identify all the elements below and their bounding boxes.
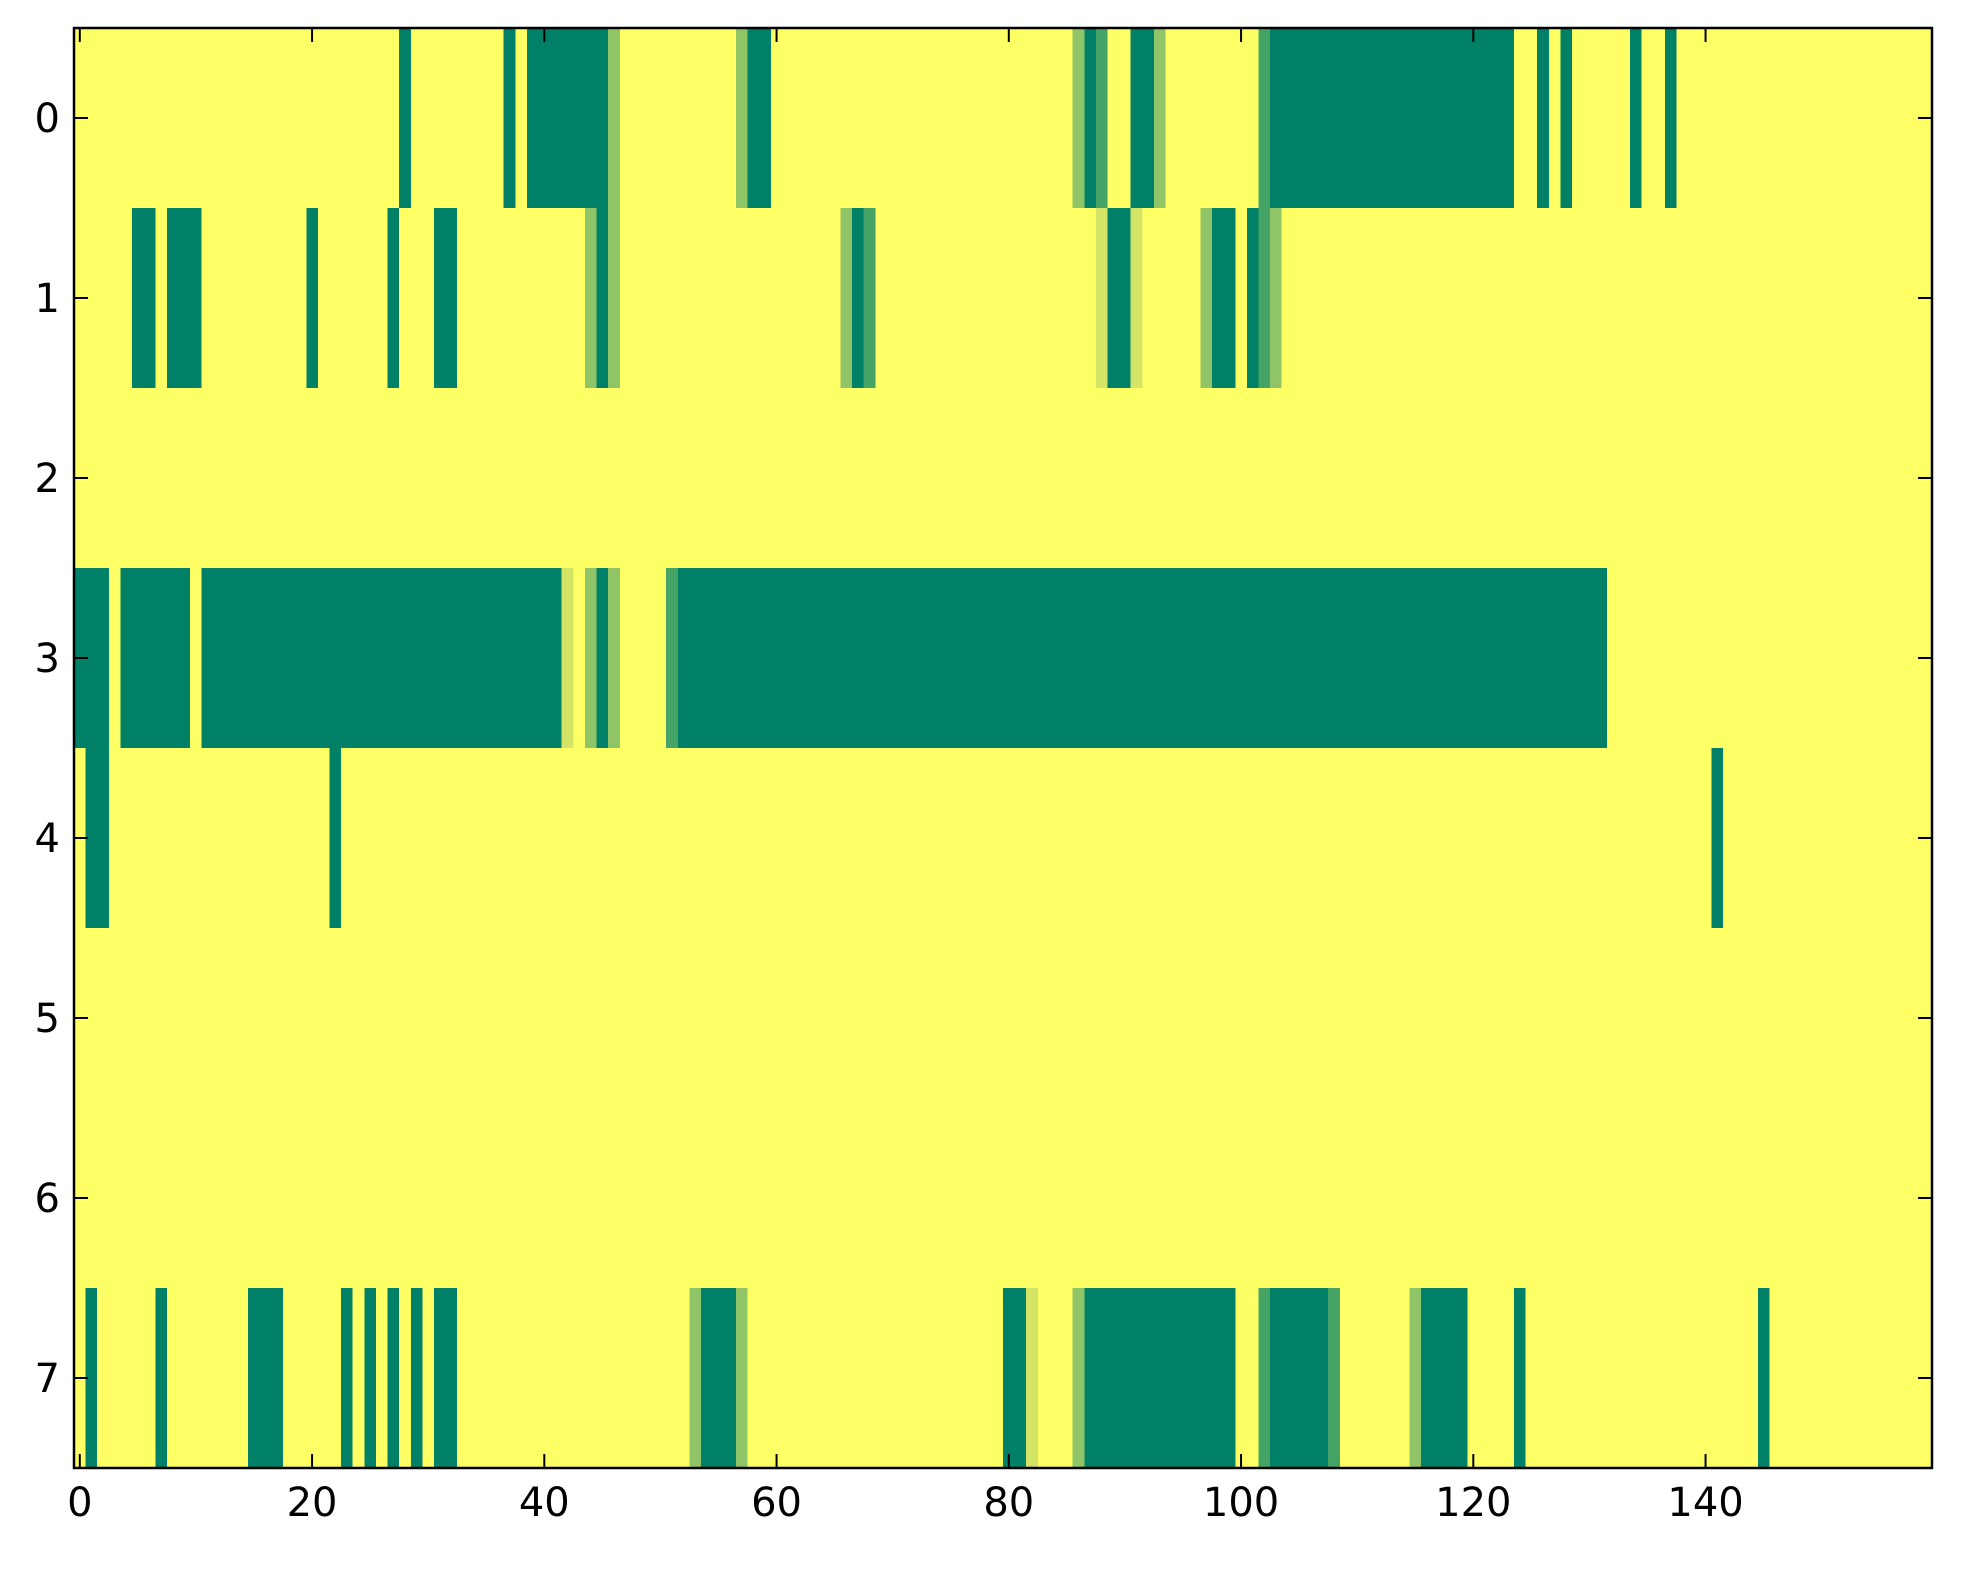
x-tick-label-80: 80 <box>983 1480 1034 1526</box>
y-tick-label-2: 2 <box>35 456 60 502</box>
heatmap-cell-row1-seg24 <box>608 208 620 388</box>
y-tick-label-3: 3 <box>35 636 60 682</box>
heatmap-cell-row0-seg8 <box>1095 28 1108 208</box>
heatmap-cell-row0-seg1 <box>503 28 516 208</box>
heatmap-cell-row7-seg68 <box>1513 1288 1526 1468</box>
heatmap-cell-row3-seg41 <box>596 568 609 748</box>
heatmap-cell-row1-seg23 <box>596 208 609 388</box>
heatmap-cell-row0-seg7 <box>1084 28 1096 208</box>
y-tick-label-1: 1 <box>35 276 60 322</box>
heatmap-cell-row0-seg2 <box>526 28 609 208</box>
heatmap-cell-row1-seg28 <box>1095 208 1108 388</box>
heatmap-cell-row7-seg65 <box>1328 1288 1340 1468</box>
heatmap-cell-row3-seg40 <box>584 568 597 748</box>
heatmap-cell-row7-seg66 <box>1409 1288 1422 1468</box>
heatmap-cell-row1-seg26 <box>852 208 864 388</box>
heatmap-cell-row3-seg42 <box>608 568 620 748</box>
x-tick-label-140: 140 <box>1667 1480 1743 1526</box>
heatmap-cell-row7-seg61 <box>1072 1288 1085 1468</box>
heatmap-cell-row0-seg13 <box>1537 28 1549 208</box>
heatmap-cell-row0-seg14 <box>1560 28 1573 208</box>
heatmap-cell-row0-seg10 <box>1153 28 1166 208</box>
heatmap-cell-row7-seg67 <box>1421 1288 1468 1468</box>
heatmap-cell-row7-seg63 <box>1258 1288 1271 1468</box>
heatmap-cell-row7-seg60 <box>1026 1288 1038 1468</box>
heatmap-cell-row3-seg39 <box>561 568 574 748</box>
heatmap-cell-row7-seg64 <box>1270 1288 1329 1468</box>
heatmap-cell-row1-seg31 <box>1200 208 1213 388</box>
axis-ticks <box>74 28 1932 1468</box>
heatmap-cell-row0-seg11 <box>1258 28 1271 208</box>
heatmap-cell-row7-seg51 <box>341 1288 353 1468</box>
heatmap-cell-row1-seg30 <box>1130 208 1143 388</box>
heatmap-cell-row1-seg35 <box>1270 208 1282 388</box>
heatmap-cell-row1-seg33 <box>1246 208 1259 388</box>
heatmap-cell-row1-seg25 <box>840 208 853 388</box>
heatmap-cell-row1-seg21 <box>433 208 458 388</box>
heatmap-cell-row4-seg45 <box>85 748 109 928</box>
heatmap-cell-row0-seg9 <box>1130 28 1154 208</box>
x-tick-label-0: 0 <box>67 1480 92 1526</box>
heatmap-cell-row3-seg37 <box>120 568 191 748</box>
heatmap-cell-row3-seg44 <box>677 568 1607 748</box>
y-tick-label-0: 0 <box>35 96 60 142</box>
heatmap-cell-row7-seg55 <box>433 1288 458 1468</box>
y-tick-label-7: 7 <box>35 1356 60 1402</box>
plot-frame <box>72 26 1934 1470</box>
heatmap-cell-row7-seg59 <box>1003 1288 1027 1468</box>
heatmap-cell-row3-seg38 <box>201 568 562 748</box>
x-tick-label-40: 40 <box>519 1480 570 1526</box>
heatmap-cell-row1-seg34 <box>1258 208 1271 388</box>
heatmap-cell-row4-seg46 <box>329 748 342 928</box>
y-tick-label-5: 5 <box>35 996 60 1042</box>
heatmap-cell-row7-seg62 <box>1084 1288 1236 1468</box>
heatmap-cell-row7-seg58 <box>735 1288 748 1468</box>
heatmap-cell-row1-seg20 <box>387 208 400 388</box>
heatmap-cell-row0-seg12 <box>1270 28 1514 208</box>
heatmap-cell-row1-seg17 <box>132 208 156 388</box>
x-tick-label-20: 20 <box>287 1480 338 1526</box>
heatmap-cell-row0-seg16 <box>1664 28 1677 208</box>
heatmap-cell-row4-seg47 <box>1711 748 1723 928</box>
heatmap-cells <box>74 28 1770 1468</box>
heatmap-cell-row7-seg54 <box>410 1288 423 1468</box>
heatmap-cell-row0-seg6 <box>1072 28 1085 208</box>
heatmap-cell-row7-seg49 <box>155 1288 167 1468</box>
heatmap-cell-row1-seg18 <box>166 208 202 388</box>
x-tick-label-120: 120 <box>1435 1480 1511 1526</box>
heatmap-cell-row0-seg3 <box>608 28 620 208</box>
heatmap-cell-row7-seg56 <box>689 1288 702 1468</box>
heatmap-cell-row0-seg0 <box>399 28 411 208</box>
heatmap-cell-row7-seg48 <box>85 1288 98 1468</box>
y-tick-label-6: 6 <box>35 1176 60 1222</box>
heatmap-cell-row1-seg29 <box>1107 208 1131 388</box>
heatmap-cell-row7-seg50 <box>248 1288 284 1468</box>
heatmap-cell-row1-seg19 <box>306 208 318 388</box>
heatmap-cell-row1-seg22 <box>584 208 597 388</box>
heatmap-cell-row7-seg52 <box>364 1288 376 1468</box>
heatmap-cell-row1-seg27 <box>863 208 876 388</box>
y-tick-label-4: 4 <box>35 816 60 862</box>
heatmap-cell-row1-seg32 <box>1212 208 1236 388</box>
heatmap-cell-row3-seg43 <box>666 568 678 748</box>
heatmap-cell-row7-seg57 <box>701 1288 736 1468</box>
heatmap-cell-row7-seg53 <box>387 1288 400 1468</box>
heatmap-cell-row0-seg15 <box>1630 28 1642 208</box>
heatmap-cell-row7-seg69 <box>1757 1288 1770 1468</box>
tick-labels: 0 20 40 60 80 100 120 140 0 1 2 3 4 5 6 7 <box>35 96 1744 1526</box>
x-tick-label-100: 100 <box>1203 1480 1279 1526</box>
heatmap-cell-row0-seg5 <box>747 28 771 208</box>
heatmap-cell-row0-seg4 <box>735 28 748 208</box>
x-tick-label-60: 60 <box>751 1480 802 1526</box>
